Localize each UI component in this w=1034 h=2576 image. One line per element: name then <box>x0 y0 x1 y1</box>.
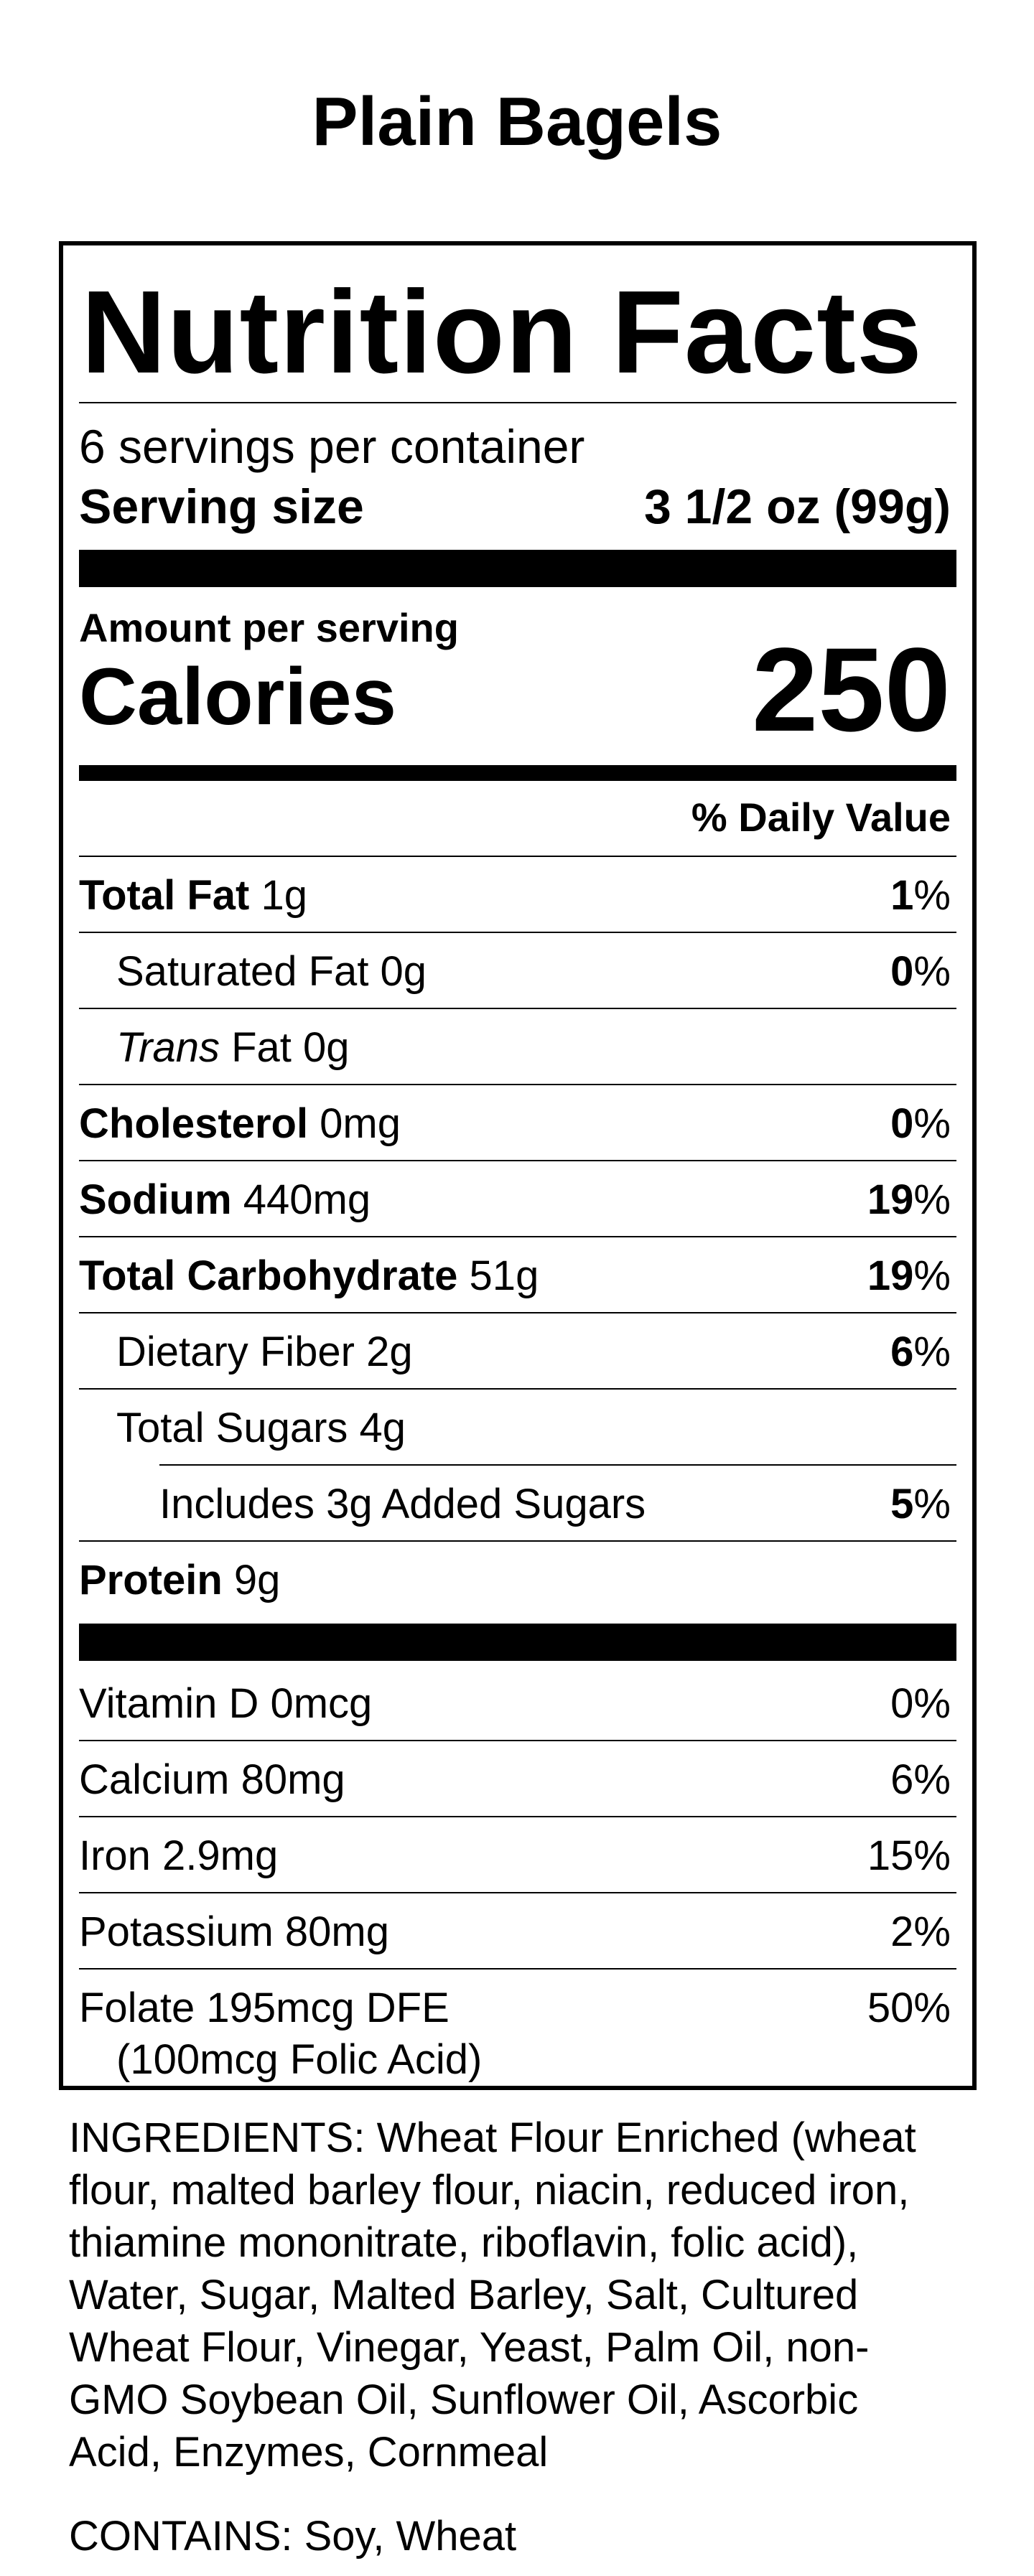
vitamin-daily-value: 50% <box>867 1985 951 2031</box>
nutrient-row-total-carbohydrate: Total Carbohydrate 51g 19% <box>79 1237 956 1312</box>
vitamin-name: Calcium 80mg <box>79 1756 345 1803</box>
vitamin-name: Folate 195mcg DFE <box>79 1985 450 2031</box>
vitamin-sub-note: (100mcg Folic Acid) <box>116 2036 483 2083</box>
vitamin-name: Potassium 80mg <box>79 1908 389 1955</box>
ingredients-line: flour, malted barley flour, niacin, redu… <box>69 2167 910 2214</box>
nutrient-daily-value: 0% <box>890 948 951 995</box>
divider <box>79 1312 956 1313</box>
nutrient-row-cholesterol: Cholesterol 0mg 0% <box>79 1085 956 1160</box>
vitamin-daily-value: 6% <box>890 1756 951 1803</box>
divider <box>79 1540 956 1542</box>
nutrient-name: Trans Fat 0g <box>116 1024 350 1071</box>
nutrient-row-total-sugars: Total Sugars 4g <box>79 1390 956 1464</box>
vitamin-daily-value: 2% <box>890 1908 951 1955</box>
vitamin-row-vitamin-d: Vitamin D 0mcg 0% <box>79 1665 956 1740</box>
divider <box>79 1740 956 1741</box>
divider <box>79 932 956 933</box>
ingredients-line: INGREDIENTS: Wheat Flour Enriched (wheat <box>69 2114 916 2161</box>
ingredients-line: Water, Sugar, Malted Barley, Salt, Cultu… <box>69 2272 859 2318</box>
nutrition-facts-label: Nutrition Facts 6 servings per container… <box>59 241 977 2090</box>
ingredients-list: INGREDIENTS: Wheat Flour Enriched (wheat… <box>69 2112 974 2478</box>
serving-size-label: Serving size <box>79 479 364 534</box>
nutrition-facts-heading: Nutrition Facts <box>80 266 923 398</box>
calories-value: 250 <box>752 624 951 757</box>
nutrient-row-protein: Protein 9g <box>79 1542 956 1616</box>
divider <box>79 1892 956 1893</box>
ingredients-line: thiamine mononitrate, riboflavin, folic … <box>69 2219 859 2266</box>
nutrient-daily-value: 6% <box>890 1329 951 1375</box>
nutrient-row-trans-fat: Trans Fat 0g <box>79 1009 956 1084</box>
nutrient-name: Sodium 440mg <box>79 1176 371 1223</box>
nutrient-name: Dietary Fiber 2g <box>116 1329 413 1375</box>
daily-value-header: % Daily Value <box>691 795 951 840</box>
divider <box>79 1236 956 1237</box>
allergen-contains: CONTAINS: Soy, Wheat <box>69 2513 517 2559</box>
divider <box>79 1084 956 1085</box>
divider <box>79 1388 956 1390</box>
nutrient-name: Total Fat 1g <box>79 872 307 919</box>
ingredients-line: GMO Soybean Oil, Sunflower Oil, Ascorbic <box>69 2376 859 2423</box>
divider <box>79 402 956 403</box>
nutrient-name: Cholesterol 0mg <box>79 1100 401 1147</box>
nutrient-name: Saturated Fat 0g <box>116 948 427 995</box>
ingredients-line: Acid, Enzymes, Cornmeal <box>69 2429 549 2476</box>
serving-size-value: 3 1/2 oz (99g) <box>643 479 951 534</box>
nutrient-daily-value: 19% <box>867 1176 951 1223</box>
servings-per-container: 6 servings per container <box>79 420 585 473</box>
nutrient-daily-value: 0% <box>890 1100 951 1147</box>
vitamin-row-calcium: Calcium 80mg 6% <box>79 1741 956 1816</box>
nutrient-name: Total Carbohydrate 51g <box>79 1252 539 1299</box>
vitamin-row-potassium: Potassium 80mg 2% <box>79 1893 956 1968</box>
divider <box>79 1968 956 1970</box>
vitamin-row-folate: Folate 195mcg DFE (100mcg Folic Acid) 50… <box>79 1970 956 2092</box>
nutrient-name: Includes 3g Added Sugars <box>159 1481 646 1527</box>
divider <box>79 856 956 857</box>
calories-label: Calories <box>79 652 396 741</box>
nutrient-name: Total Sugars 4g <box>116 1405 406 1451</box>
nutrient-row-added-sugars: Includes 3g Added Sugars 5% <box>79 1466 956 1540</box>
nutrient-daily-value: 1% <box>890 872 951 919</box>
vitamin-row-iron: Iron 2.9mg 15% <box>79 1817 956 1892</box>
divider <box>79 1008 956 1009</box>
nutrient-row-total-fat: Total Fat 1g 1% <box>79 857 956 932</box>
vitamin-name: Iron 2.9mg <box>79 1832 279 1879</box>
divider <box>159 1464 956 1466</box>
thick-divider <box>79 550 956 587</box>
vitamin-name: Vitamin D 0mcg <box>79 1680 373 1727</box>
nutrient-name: Protein 9g <box>79 1557 281 1603</box>
nutrient-daily-value: 5% <box>890 1481 951 1527</box>
product-title: Plain Bagels <box>312 83 722 160</box>
nutrient-row-sodium: Sodium 440mg 19% <box>79 1161 956 1236</box>
medium-divider <box>79 765 956 781</box>
ingredients-line: Wheat Flour, Vinegar, Yeast, Palm Oil, n… <box>69 2324 870 2371</box>
vitamin-daily-value: 0% <box>890 1680 951 1727</box>
nutrient-row-dietary-fiber: Dietary Fiber 2g 6% <box>79 1313 956 1388</box>
divider <box>79 1160 956 1161</box>
thick-divider <box>79 1624 956 1661</box>
divider <box>79 1816 956 1817</box>
amount-per-serving: Amount per serving <box>79 605 459 650</box>
nutrient-row-saturated-fat: Saturated Fat 0g 0% <box>79 933 956 1008</box>
nutrient-daily-value: 19% <box>867 1252 951 1299</box>
vitamin-daily-value: 15% <box>867 1832 951 1879</box>
